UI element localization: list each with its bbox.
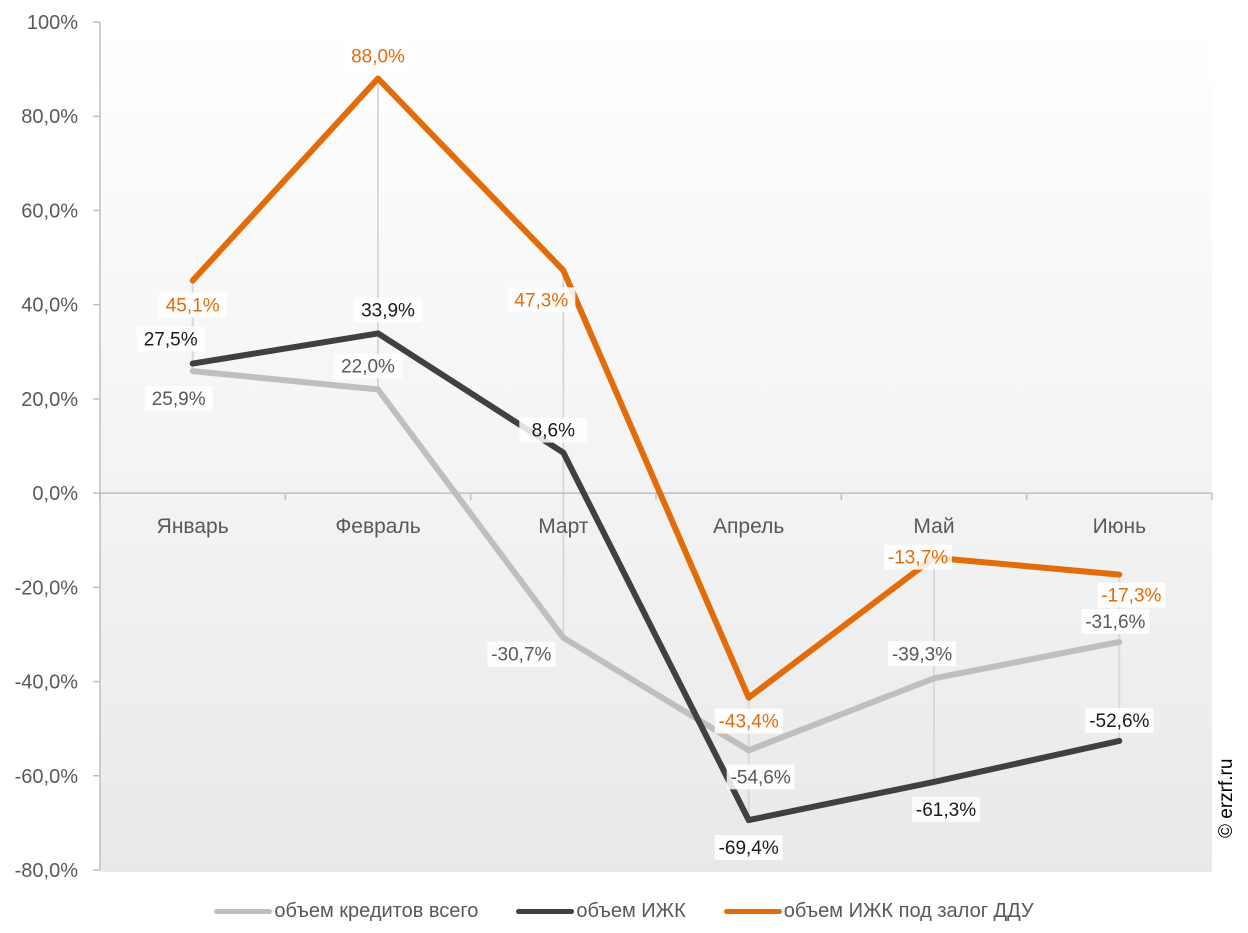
data-label-bg	[507, 287, 576, 313]
y-tick-label: 60,0%	[21, 200, 78, 222]
data-label: -54,6%	[731, 767, 791, 788]
data-label-bg	[884, 544, 952, 570]
data-label: -61,3%	[916, 800, 976, 821]
legend-label: объем ИЖК под залог ДДУ	[783, 900, 1034, 922]
x-tick-label: Июнь	[1093, 515, 1146, 538]
data-label: -30,7%	[491, 645, 551, 666]
data-label-bg	[1085, 707, 1154, 733]
data-label: 88,0%	[351, 47, 405, 68]
legend-swatch	[723, 909, 782, 914]
data-label-bg	[1081, 608, 1150, 634]
legend-swatch	[516, 909, 575, 914]
y-tick-label: 20,0%	[21, 389, 78, 411]
x-tick-label: Март	[538, 515, 589, 538]
data-label: 27,5%	[144, 330, 198, 351]
data-label-bg	[519, 417, 588, 443]
data-label-bg	[334, 353, 402, 379]
data-label: 33,9%	[361, 300, 415, 321]
legend-label: объем кредитов всего	[274, 900, 479, 922]
credit-text: © erzrf.ru	[1216, 758, 1237, 838]
x-tick-label: Февраль	[335, 515, 420, 538]
x-tick-label: Январь	[157, 515, 229, 538]
x-tick-label: Май	[913, 515, 954, 538]
plot-background	[100, 22, 1212, 872]
data-label: 47,3%	[514, 290, 568, 311]
data-label-bg	[726, 764, 795, 790]
y-tick-label: -20,0%	[15, 577, 79, 599]
data-label-bg	[354, 297, 422, 323]
data-label-bg	[136, 326, 205, 352]
data-label: -39,3%	[892, 644, 952, 665]
chart-svg: 100% 80,0% 60,0% 40,0% 20,0% 0,0% -20,0% -40,0%…	[15, 12, 1213, 882]
series-line	[189, 368, 1123, 754]
legend-item-ddu[interactable]: объем ИЖК под залог ДДУ	[723, 900, 1034, 923]
data-label-bg	[158, 292, 227, 318]
data-label: -52,6%	[1089, 711, 1149, 732]
y-tick-label: -60,0%	[15, 766, 79, 788]
data-label: 25,9%	[152, 389, 206, 410]
y-tick-label: 80,0%	[21, 106, 78, 128]
legend-item-total[interactable]: объем кредитов всего	[214, 900, 478, 923]
data-label: 22,0%	[341, 356, 395, 377]
data-label: -31,6%	[1085, 612, 1145, 633]
y-tick-label: 0,0%	[32, 483, 78, 505]
data-label-bg	[144, 386, 213, 412]
data-label: 45,1%	[166, 296, 220, 317]
data-label-bg	[487, 641, 556, 667]
legend-label: объем ИЖК	[576, 900, 686, 922]
legend: объем кредитов всего объем ИЖК объем ИЖК…	[0, 900, 1248, 923]
data-label-bg	[714, 708, 783, 734]
y-tick-label: -80,0%	[15, 860, 79, 882]
data-label-bg	[1097, 582, 1166, 608]
series-line	[189, 75, 1123, 701]
series-line	[189, 330, 1123, 824]
legend-swatch	[214, 909, 273, 914]
legend-item-izhk[interactable]: объем ИЖК	[516, 900, 686, 923]
x-tick-label: Апрель	[713, 515, 784, 538]
data-label-bg	[912, 796, 980, 822]
y-tick-label: -40,0%	[15, 672, 79, 694]
data-label-bg	[888, 641, 956, 667]
data-label: 8,6%	[532, 421, 575, 442]
data-label: -13,7%	[888, 548, 948, 569]
data-label: -69,4%	[719, 838, 779, 859]
data-label: -17,3%	[1101, 586, 1161, 607]
data-label-bg	[344, 43, 412, 69]
y-tick-label: 40,0%	[21, 295, 78, 317]
data-label: -43,4%	[719, 712, 779, 733]
y-tick-label: 100%	[27, 12, 78, 34]
data-label-bg	[714, 835, 783, 861]
